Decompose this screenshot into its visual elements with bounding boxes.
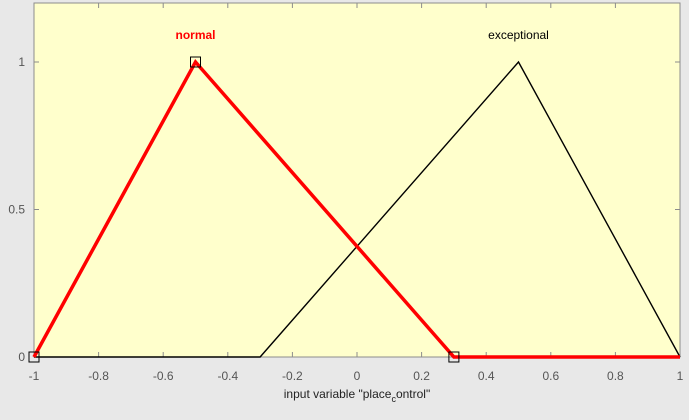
x-axis-label-main: input variable "place bbox=[284, 387, 392, 401]
mf-handle[interactable] bbox=[190, 56, 201, 68]
mf-curve-normal[interactable] bbox=[32, 58, 680, 359]
y-tick-label: 1 bbox=[18, 55, 25, 69]
mf-label-exceptional[interactable]: exceptional bbox=[488, 28, 549, 42]
plot-area[interactable] bbox=[34, 3, 680, 357]
mf-curve-exceptional[interactable] bbox=[34, 60, 681, 358]
x-axis-label-subscript: c bbox=[391, 394, 396, 404]
mf-label-normal[interactable]: normal bbox=[175, 28, 215, 42]
x-tick-label: 0.6 bbox=[542, 369, 559, 383]
x-tick-label: -0.2 bbox=[282, 369, 303, 383]
x-axis-label-suffix: ontrol" bbox=[396, 387, 430, 401]
y-tick-label: 0 bbox=[18, 350, 25, 364]
axes: -1 -0.8 -0.6 -0.4 -0.2 0 0.2 0.4 0.6 0.8 1 0 0.5 1 bbox=[8, 2, 684, 383]
x-tick-label: 1 bbox=[677, 369, 684, 383]
x-tick-label: -0.6 bbox=[153, 369, 174, 383]
x-axis-label: input variable "placecontrol" bbox=[284, 387, 430, 404]
mf-handle[interactable] bbox=[448, 351, 460, 363]
x-tick-label: -0.4 bbox=[217, 369, 238, 383]
mf-labels: exceptional normal bbox=[175, 28, 548, 42]
x-tick-label: -0.8 bbox=[88, 369, 109, 383]
x-tick-label: 0 bbox=[354, 369, 361, 383]
y-tick-label: 0.5 bbox=[8, 203, 25, 217]
x-tick-label: 0.4 bbox=[478, 369, 495, 383]
x-tick-label: 0.2 bbox=[413, 369, 430, 383]
curve-handles bbox=[28, 56, 460, 363]
x-tick-label: -1 bbox=[29, 369, 40, 383]
membership-curves bbox=[32, 58, 681, 359]
x-tick-label: 0.8 bbox=[607, 369, 624, 383]
mf-handle[interactable] bbox=[28, 351, 40, 363]
